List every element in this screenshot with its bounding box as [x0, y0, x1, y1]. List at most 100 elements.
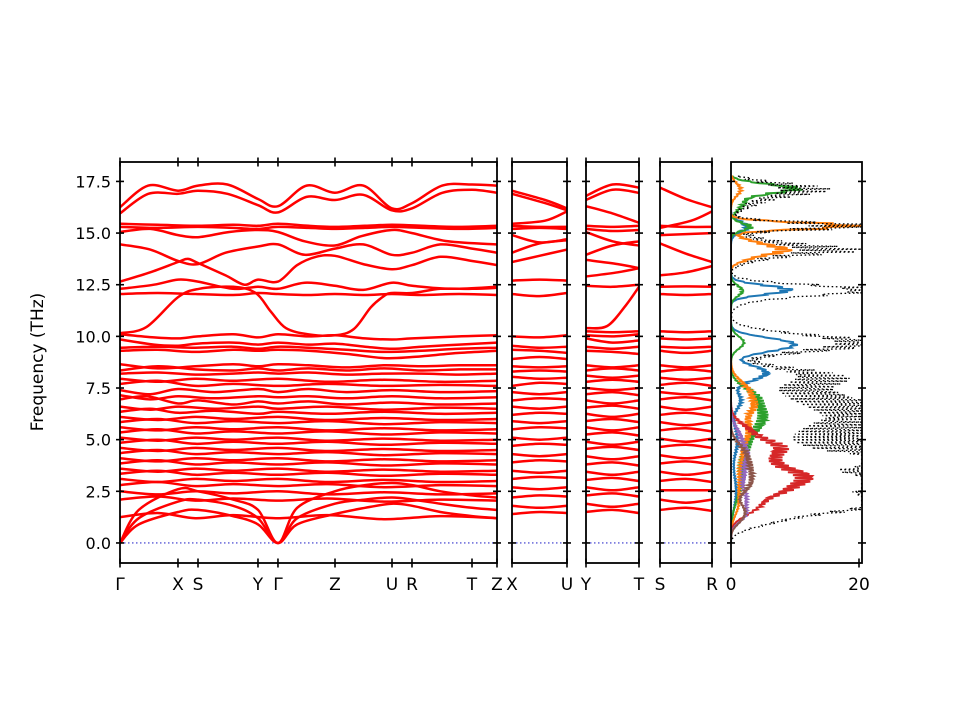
phonon-band — [660, 231, 712, 237]
phonon-band — [512, 334, 567, 339]
phonon-band — [512, 494, 567, 499]
phonon-band — [120, 459, 497, 467]
phonon-band — [660, 427, 712, 433]
kpoint-label: X — [172, 575, 184, 595]
phonon-band — [660, 390, 712, 396]
phonon-band — [586, 224, 639, 229]
phonon-band — [512, 504, 567, 510]
projected-dos-purple-curve — [731, 175, 751, 543]
projected-dos-blue-curve — [731, 175, 799, 543]
phonon-band — [586, 454, 639, 461]
phonon-band — [660, 224, 712, 229]
phonon-band — [120, 511, 497, 521]
phonon-band — [586, 399, 639, 405]
phonon-band — [586, 417, 639, 424]
phonon-band — [120, 481, 497, 545]
phonon-band — [512, 348, 567, 355]
phonon-band — [586, 227, 639, 233]
ytick-label: 15.0 — [75, 224, 111, 243]
kpoint-label: Γ — [273, 575, 283, 595]
phonon-band — [512, 485, 567, 491]
phonon-band — [586, 470, 639, 477]
phonon-band — [120, 405, 497, 411]
phonon-band — [512, 405, 567, 410]
phonon-band — [512, 192, 567, 212]
phonon-band — [586, 266, 639, 278]
phonon-band — [120, 348, 497, 360]
phonon-band — [512, 210, 567, 226]
kpoint-label: Z — [491, 575, 503, 595]
phonon-band — [660, 420, 712, 427]
phonon-band — [660, 460, 712, 466]
phonon-band — [120, 291, 497, 297]
panel-X-U — [512, 189, 567, 544]
phonon-band — [660, 186, 712, 209]
dos-xtick-label: 20 — [848, 575, 870, 595]
phonon-band — [120, 338, 497, 351]
phonon-band — [120, 428, 497, 436]
phonon-band — [512, 397, 567, 402]
phonon-band — [120, 188, 497, 215]
phonon-band — [586, 345, 639, 351]
phonon-band — [586, 230, 639, 247]
phonon-band — [120, 407, 497, 416]
panel-S-R — [660, 186, 712, 544]
kpoint-label: Γ — [115, 575, 125, 595]
phonon-band — [586, 349, 639, 356]
phonon-band — [586, 182, 639, 198]
panel-frame — [511, 161, 568, 564]
phonon-band — [512, 459, 567, 464]
panel-frame — [659, 161, 713, 564]
kpoint-label: S — [193, 575, 204, 595]
phonon-band — [586, 386, 639, 392]
phonon-band — [512, 426, 567, 431]
kpoint-label: Z — [329, 575, 341, 595]
phonon-band — [586, 502, 639, 509]
phonon-band — [120, 379, 497, 388]
phonon-band — [660, 453, 712, 460]
panel-main — [120, 182, 497, 545]
phonon-band — [586, 188, 639, 202]
phonon-band — [120, 363, 497, 370]
phonon-band — [586, 431, 639, 437]
phonon-band — [512, 475, 567, 481]
kpoint-label: U — [561, 575, 573, 595]
phonon-band — [660, 477, 712, 484]
panel-frame — [585, 161, 640, 564]
dos-frame — [730, 161, 863, 564]
phonon-band — [120, 278, 497, 292]
phonon-band — [512, 436, 567, 441]
phonon-band — [512, 278, 567, 282]
phonon-band — [586, 461, 639, 467]
phonon-band — [512, 419, 567, 425]
phonon-band — [120, 438, 497, 447]
phonon-band — [586, 378, 639, 384]
phonon-band — [660, 242, 712, 264]
phonon-band — [120, 480, 497, 489]
phonon-band — [660, 381, 712, 388]
phonon-band — [586, 204, 639, 224]
phonon-band — [660, 349, 712, 355]
ytick-label: 17.5 — [75, 172, 111, 191]
ytick-label: 10.0 — [75, 327, 111, 346]
ytick-label: 5.0 — [86, 431, 111, 450]
phonon-band — [660, 411, 712, 418]
kpoint-label: U — [386, 575, 398, 595]
phonon-band — [120, 469, 497, 478]
phonon-band — [660, 470, 712, 477]
phonon-band — [512, 452, 567, 458]
phonon-band — [120, 365, 497, 372]
phonon-band — [120, 495, 497, 503]
phonon-band — [120, 417, 497, 426]
phonon-band — [586, 337, 639, 344]
band-curves-X-U — [512, 189, 567, 516]
total-dos-curve — [731, 175, 862, 543]
phonon-band — [120, 477, 497, 484]
projected-dos-red-curve — [731, 175, 815, 543]
phonon-band — [586, 240, 639, 257]
phonon-band — [512, 375, 567, 380]
band-curves-main — [120, 182, 497, 545]
phonon-band — [586, 404, 639, 410]
phonon-band — [660, 376, 712, 382]
phonon-band — [586, 445, 639, 452]
